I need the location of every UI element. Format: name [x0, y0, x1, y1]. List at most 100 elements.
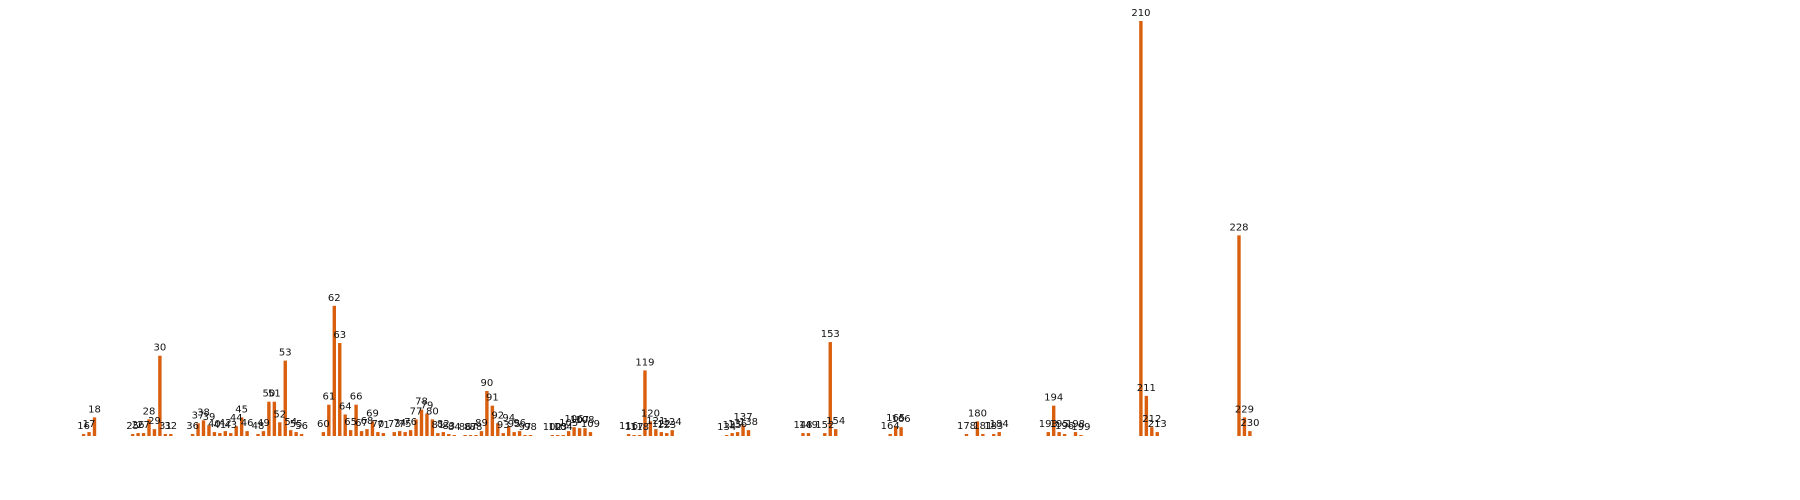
bar-label: 184: [990, 419, 1009, 430]
bar: [893, 426, 898, 436]
bar: [632, 435, 636, 436]
bar: [1046, 432, 1050, 436]
bar: [256, 434, 260, 436]
bar: [147, 419, 151, 436]
bar-label: 60: [317, 419, 330, 430]
bar: [583, 428, 587, 436]
bar-label: 39: [203, 412, 216, 423]
bar-label: 105: [559, 418, 578, 429]
bar-label: 86: [459, 422, 472, 433]
bar-label: 164: [881, 421, 900, 432]
bar-label: 106: [565, 414, 584, 425]
bar: [327, 404, 331, 436]
bar-label: 98: [524, 422, 537, 433]
bar: [964, 434, 969, 436]
bar-label: 181: [973, 421, 992, 432]
bar: [588, 432, 593, 436]
bar: [643, 370, 647, 436]
bar-label: 81: [431, 420, 444, 431]
bar-label: 134: [717, 422, 736, 433]
bar-label: 194: [1044, 393, 1063, 404]
bar-label: 180: [968, 408, 987, 419]
bar-label: 90: [481, 378, 494, 389]
bar-label: 120: [641, 408, 660, 419]
bar-label: 148: [793, 420, 812, 431]
bar: [283, 360, 287, 436]
bar-label: 36: [186, 421, 199, 432]
bar-label: 121: [646, 416, 665, 427]
bar-label: 94: [502, 413, 515, 424]
bar: [201, 420, 206, 436]
bar: [447, 434, 451, 436]
bar-label: 80: [426, 406, 439, 417]
bar: [294, 432, 298, 436]
bar: [1139, 21, 1143, 436]
bar: [975, 421, 980, 436]
bar-label: 17: [83, 419, 96, 430]
bar: [218, 433, 222, 436]
bar-label: 51: [268, 389, 281, 400]
bar-label: 41: [213, 420, 226, 431]
bar-label: 102: [543, 422, 562, 433]
bar-label: 65: [344, 417, 357, 428]
bar-label: 193: [1039, 419, 1058, 430]
bar: [196, 423, 200, 436]
bar-label: 104: [554, 422, 573, 433]
bar: [556, 435, 560, 436]
bar: [834, 429, 838, 436]
bar: [452, 435, 456, 436]
bar-label: 228: [1229, 222, 1248, 233]
bar: [1062, 434, 1067, 436]
bar: [823, 433, 827, 436]
bar-label: 40: [208, 419, 221, 430]
bar-label: 137: [734, 412, 753, 423]
bar-label: 87: [464, 422, 477, 433]
bar-label: 199: [1071, 422, 1090, 433]
bar-label: 74: [393, 418, 406, 429]
bar: [381, 433, 386, 436]
bar-label: 119: [635, 357, 654, 368]
bar-label: 46: [241, 418, 254, 429]
bar: [272, 401, 277, 436]
bar-label: 196: [1055, 421, 1074, 432]
bar-label: 32: [164, 421, 177, 432]
bar: [572, 427, 576, 436]
bar-label: 77: [410, 406, 423, 417]
bar: [485, 390, 489, 436]
bar-label: 78: [415, 397, 428, 408]
bar-label: 97: [519, 422, 532, 433]
bar-label: 122: [652, 419, 671, 430]
bar: [430, 419, 435, 436]
bar-label: 66: [350, 392, 363, 403]
bar: [1144, 395, 1149, 436]
bar: [158, 355, 162, 436]
bar-label: 63: [333, 330, 346, 341]
bar-label: 108: [575, 415, 594, 426]
bar: [370, 421, 375, 436]
bar: [267, 401, 271, 436]
bar-label: 152: [815, 420, 834, 431]
bar: [239, 417, 244, 436]
bar-label: 93: [497, 420, 510, 431]
bar: [741, 425, 745, 436]
bar: [1079, 435, 1083, 436]
bar-label: 53: [279, 348, 292, 359]
bar: [414, 419, 418, 436]
bar-label: 38: [197, 407, 210, 418]
bar: [1155, 432, 1159, 436]
bar-label: 211: [1137, 383, 1156, 394]
bar: [223, 431, 227, 436]
bar-label: 124: [663, 417, 682, 428]
bars-group: [81, 21, 1252, 436]
bar: [348, 430, 353, 436]
bar: [648, 421, 653, 436]
bar-label: 62: [328, 293, 341, 304]
bar: [517, 431, 522, 436]
bar-label: 123: [657, 420, 676, 431]
bar: [474, 435, 478, 436]
bar: [1237, 235, 1241, 436]
bar-label: 103: [548, 422, 567, 433]
bar: [735, 432, 740, 436]
bar: [321, 432, 326, 436]
